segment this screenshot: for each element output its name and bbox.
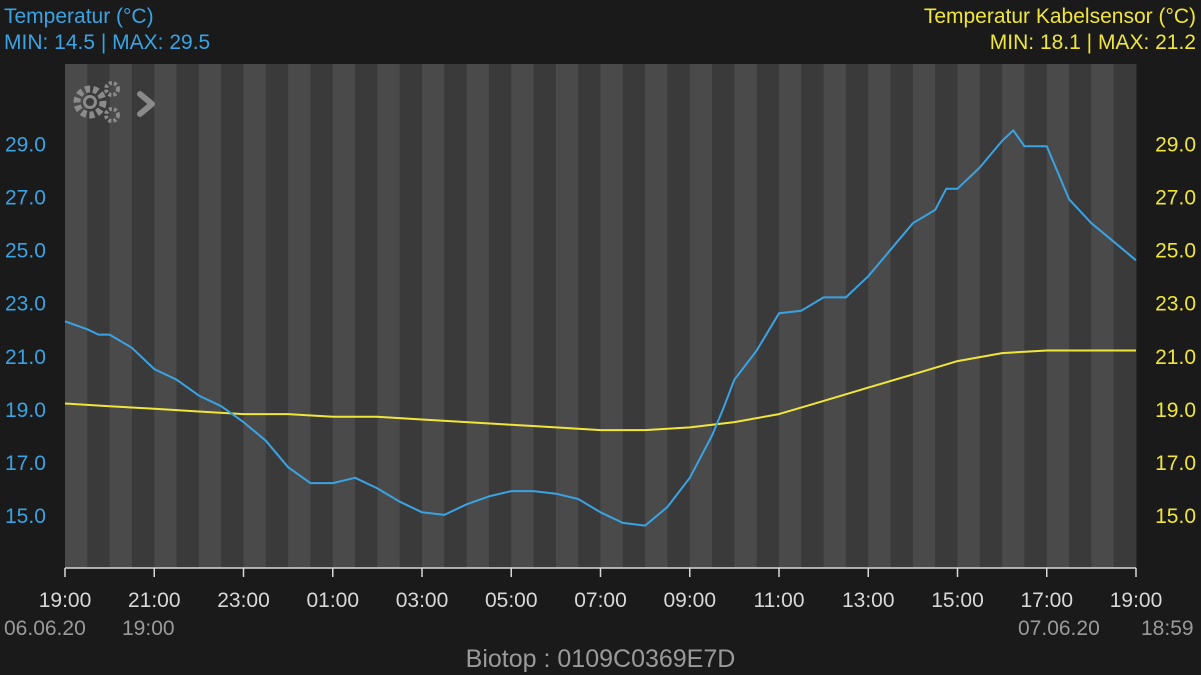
right-axis-minmax: MIN: 18.1 | MAX: 21.2 [989,31,1196,54]
plot-stripe [823,64,847,568]
x-axis: 19:00 21:00 23:00 01:00 03:00 05:00 07:00 09:00… [39,567,1163,612]
plot-stripe [645,64,668,568]
plot-stripe [801,64,825,568]
plot-stripe [555,64,579,568]
plot-stripe [689,64,713,568]
plot-stripe [444,64,468,568]
plot-stripe [332,64,356,568]
start-time: 19:00 [122,617,175,640]
x-tick-label: 23:00 [217,589,270,612]
plot-stripe [377,64,401,568]
right-axis-title: Temperatur Kabelsensor (°C) [923,5,1196,28]
x-tick-label: 09:00 [663,589,716,612]
x-tick-label: 03:00 [396,589,449,612]
y-right-tick-label: 25.0 [1155,240,1196,263]
x-tick-label: 07:00 [574,589,627,612]
plot-stripe [87,64,111,568]
series-layer [64,129,1137,527]
y-left-tick-label: 19.0 [5,399,46,422]
y-left-tick-label: 25.0 [5,240,46,263]
y-right-tick-label: 15.0 [1155,505,1196,528]
y-right-tick-label: 29.0 [1155,134,1196,157]
plot-stripe [221,64,244,568]
plot-stripe [600,64,624,568]
y-right-tick-label: 23.0 [1155,293,1196,316]
plot-stripe [979,64,1003,568]
plot-stripe [1024,64,1048,568]
plot-stripe [734,64,758,568]
plot-stripe [1091,64,1115,568]
end-time: 18:59 [1141,617,1194,640]
plot-stripe [1046,64,1070,568]
right-y-axis: 15.0 17.0 19.0 21.0 23.0 25.0 27.0 29.0 [1155,134,1196,528]
x-tick-label: 13:00 [842,589,895,612]
plot-stripe [935,64,958,568]
start-date: 06.06.20 [4,617,86,640]
device-label: Biotop : 0109C0369E7D [465,645,736,673]
x-tick-label: 19:00 [1110,589,1163,612]
plot-background [65,64,1137,568]
plot-stripe [845,64,869,568]
plot-stripe [65,64,88,568]
x-tick-label: 11:00 [754,589,805,612]
left-axis-minmax: MIN: 14.5 | MAX: 29.5 [4,31,211,54]
plot-stripe [310,64,334,568]
end-date: 07.06.20 [1018,617,1100,640]
chevron-right-icon[interactable] [137,91,155,117]
y-right-tick-label: 27.0 [1155,187,1196,210]
plot-stripe [288,64,311,568]
y-left-tick-label: 17.0 [5,452,46,475]
x-tick-label: 17:00 [1020,589,1073,612]
x-tick-label: 05:00 [485,589,538,612]
y-right-tick-label: 19.0 [1155,399,1196,422]
plot-stripe [176,64,200,568]
plot-stripe [355,64,378,568]
plot-stripe [399,64,423,568]
plot-stripe [1113,64,1137,568]
y-left-tick-label: 23.0 [5,293,46,316]
plot-stripe [1002,64,1025,568]
plot-stripe [957,64,981,568]
y-right-tick-label: 21.0 [1155,346,1196,369]
plot-stripe [868,64,892,568]
plot-stripe [422,64,445,568]
plot-stripe [265,64,289,568]
plot-stripe [622,64,646,568]
x-tick-label: 01:00 [306,589,359,612]
plot-stripe [131,64,155,568]
plot-stripe [667,64,691,568]
plot-stripe [912,64,936,568]
plot-stripe [578,64,601,568]
plot-stripe [511,64,535,568]
plot-stripe [779,64,802,568]
x-tick-label: 21:00 [128,589,181,612]
plot-stripe [890,64,914,568]
y-left-tick-label: 29.0 [5,134,46,157]
x-tick-label: 19:00 [39,589,92,612]
plot-stripe [756,64,780,568]
y-left-tick-label: 21.0 [5,346,46,369]
plot-stripe [466,64,490,568]
plot-stripe [533,64,557,568]
y-left-tick-label: 27.0 [5,187,46,210]
y-left-tick-label: 15.0 [5,505,46,528]
plot-stripe [154,64,178,568]
plot-stripe [198,64,222,568]
left-axis-title: Temperatur (°C) [4,5,154,28]
plot-stripe [109,64,133,568]
plot-stripe [488,64,512,568]
cable-sensor-series-line [64,349,1136,432]
plot-stripe [712,64,735,568]
gears-icon[interactable] [73,81,120,123]
temperature-series-line [64,129,1137,527]
left-y-axis: 15.0 17.0 19.0 21.0 23.0 25.0 27.0 29.0 [5,134,46,528]
plot-stripe [1069,64,1092,568]
y-right-tick-label: 17.0 [1155,452,1196,475]
plot-stripe [243,64,267,568]
x-tick-label: 15:00 [931,589,984,612]
